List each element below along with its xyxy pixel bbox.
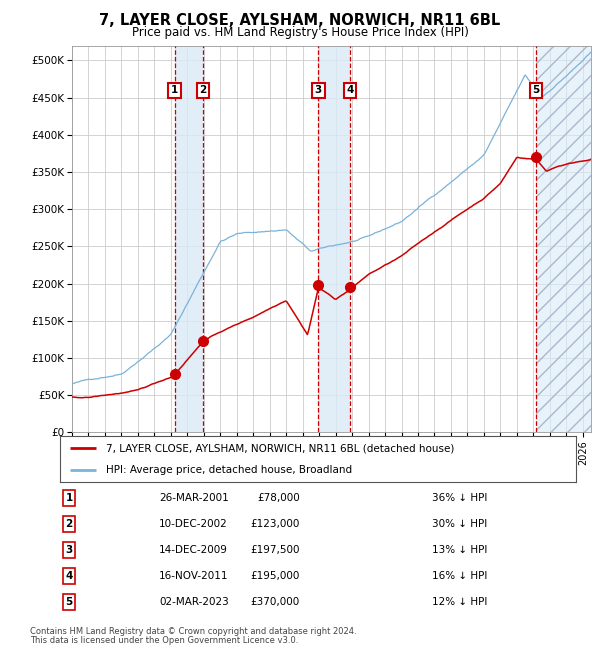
Text: 1: 1 (65, 493, 73, 503)
Bar (175, 46, 203, 432)
Text: 7, LAYER CLOSE, AYLSHAM, NORWICH, NR11 6BL: 7, LAYER CLOSE, AYLSHAM, NORWICH, NR11 6… (100, 13, 500, 28)
Text: 26-MAR-2001: 26-MAR-2001 (159, 493, 229, 503)
Text: 36% ↓ HPI: 36% ↓ HPI (432, 493, 487, 503)
Text: 3: 3 (314, 85, 322, 95)
Text: HPI: Average price, detached house, Broadland: HPI: Average price, detached house, Broa… (106, 465, 353, 474)
Text: 30% ↓ HPI: 30% ↓ HPI (432, 519, 487, 529)
Text: 4: 4 (346, 85, 354, 95)
Text: This data is licensed under the Open Government Licence v3.0.: This data is licensed under the Open Gov… (30, 636, 298, 645)
Text: 14-DEC-2009: 14-DEC-2009 (159, 545, 228, 555)
Bar (319, 46, 350, 432)
Bar (536, 46, 591, 432)
Text: 10-DEC-2002: 10-DEC-2002 (159, 519, 228, 529)
Text: £123,000: £123,000 (251, 519, 300, 529)
Text: 2: 2 (65, 519, 73, 529)
Text: Price paid vs. HM Land Registry's House Price Index (HPI): Price paid vs. HM Land Registry's House … (131, 26, 469, 39)
Text: Contains HM Land Registry data © Crown copyright and database right 2024.: Contains HM Land Registry data © Crown c… (30, 627, 356, 636)
Text: 16% ↓ HPI: 16% ↓ HPI (432, 571, 487, 581)
Text: 13% ↓ HPI: 13% ↓ HPI (432, 545, 487, 555)
Bar (536, 46, 591, 432)
Text: 5: 5 (532, 85, 539, 95)
Text: 4: 4 (65, 571, 73, 581)
Text: 12% ↓ HPI: 12% ↓ HPI (432, 597, 487, 607)
Text: 7, LAYER CLOSE, AYLSHAM, NORWICH, NR11 6BL (detached house): 7, LAYER CLOSE, AYLSHAM, NORWICH, NR11 6… (106, 443, 455, 453)
Text: 16-NOV-2011: 16-NOV-2011 (159, 571, 229, 581)
Text: 5: 5 (65, 597, 73, 607)
Text: 02-MAR-2023: 02-MAR-2023 (159, 597, 229, 607)
Text: £197,500: £197,500 (251, 545, 300, 555)
Text: 3: 3 (65, 545, 73, 555)
Text: 1: 1 (171, 85, 178, 95)
Text: £195,000: £195,000 (251, 571, 300, 581)
Text: £78,000: £78,000 (257, 493, 300, 503)
Text: £370,000: £370,000 (251, 597, 300, 607)
Text: 2: 2 (199, 85, 206, 95)
